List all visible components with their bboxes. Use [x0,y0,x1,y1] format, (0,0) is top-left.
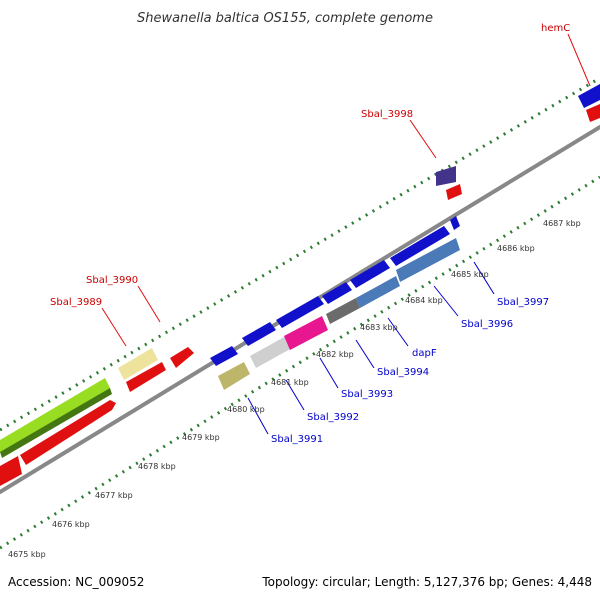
leader-sbal-3993 [319,357,339,389]
forward-cds-b [242,322,276,346]
reverse-cds-mid-1 [126,362,166,392]
accession-text: Accession: NC_009052 [8,575,144,589]
kbp-label: 4677 kbp [95,491,133,500]
reverse-cds-left-1 [20,400,116,465]
forward-cds-a [210,346,238,366]
kbp-label: 4682 kbp [316,350,354,359]
label-sbal-3997: Sbal_3997 [497,297,549,308]
label-hemc: hemC [541,23,570,34]
label-sbal-3994: Sbal_3994 [377,367,429,378]
reverse-cds-left-2 [0,456,22,486]
leader-dapf [387,317,409,347]
topology-text: Topology: circular; Length: 5,127,376 bp… [261,575,592,589]
kbp-label: 4680 kbp [227,405,265,414]
gene-sbal-3989-box [118,348,158,380]
leader-sbal-3994 [355,339,375,369]
gene-sbal-3991-box [218,362,250,390]
gene-sbal-3996-box [396,238,460,282]
kbp-label: 4676 kbp [52,520,90,529]
kbp-label: 4684 kbp [405,296,443,305]
large-green-feature [0,378,110,452]
gene-sbal-3994-box [326,298,360,324]
label-dapf: dapF [412,348,437,359]
leader-sbal-3991 [247,397,269,435]
leader-sbal-3990 [137,285,161,323]
kbp-label: 4675 kbp [8,550,46,559]
gene-sbal-3998-box [436,166,456,186]
forward-cds-hemc [578,84,600,108]
forward-cds-d [322,282,352,304]
label-sbal-3998: Sbal_3998 [361,109,413,120]
gene-sbal-3992-box [250,336,292,368]
kbp-label: 4683 kbp [360,323,398,332]
kbp-label: 4687 kbp [543,219,581,228]
kbp-label: 4678 kbp [138,462,176,471]
reverse-cds-hemc [586,104,600,122]
map-title: Shewanella baltica OS155, complete genom… [137,11,433,26]
forward-cds-e [350,260,390,288]
forward-cds-c [276,296,324,328]
large-green-feature-dark [0,388,112,458]
gene-sbal-3993-box [284,316,328,350]
gene-sbal-3990-box [170,347,194,368]
kbp-label: 4686 kbp [497,244,535,253]
leader-sbal-3989 [101,307,127,347]
forward-cds-f [390,226,450,266]
kbp-label: 4679 kbp [182,433,220,442]
leader-hemc [567,33,591,87]
label-sbal-3991: Sbal_3991 [271,434,323,445]
leader-sbal-3998 [409,119,437,159]
leader-sbal-3996 [433,285,459,317]
reverse-cds-3998 [446,184,462,200]
label-sbal-3990: Sbal_3990 [86,275,138,286]
inner-tick-track [0,175,600,550]
kbp-label: 4685 kbp [451,270,489,279]
label-sbal-3989: Sbal_3989 [50,297,102,308]
leader-sbal-3997 [473,261,495,295]
forward-cds-g [450,216,460,230]
kbp-label: 4681 kbp [271,378,309,387]
leader-sbal-3992 [285,379,305,411]
label-sbal-3993: Sbal_3993 [341,389,393,400]
gene-dapf-box [356,276,400,308]
label-sbal-3992: Sbal_3992 [307,412,359,423]
label-sbal-3996: Sbal_3996 [461,319,513,330]
